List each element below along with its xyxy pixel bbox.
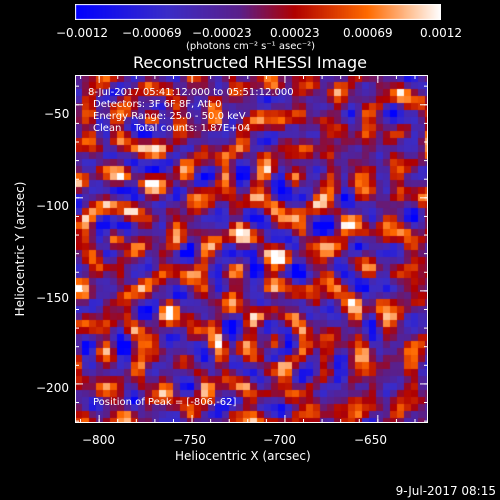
y-tick-label: −50 [44,107,70,121]
colorbar-unit-label: (photons cm⁻² s⁻¹ asec⁻²) [186,41,316,52]
y-axis-label: Heliocentric Y (arcsec) [13,181,27,317]
cbar-tick-label: 0.0012 [420,26,462,40]
plot-border [75,75,428,423]
annotation-time: 8-Jul-2017 05:41:12.000 to 05:51:12.000 [88,87,294,98]
annotation-detectors: Detectors: 3F 6F 8F, Att 0 [93,99,222,110]
y-tick-label: −100 [36,199,69,213]
cbar-tick-label: −0.00069 [122,26,182,40]
y-tick-label: −150 [36,291,69,305]
y-tick-label: −200 [36,381,69,395]
x-tick-label: −800 [82,433,115,447]
chart-title: Reconstructed RHESSI Image [133,53,367,72]
annotation-peak: Position of Peak = [-806,-62] [93,397,237,408]
cbar-tick-label: −0.00023 [192,26,252,40]
annotation-clean: Clean Total counts: 1.87E+04 [93,123,251,134]
colorbar-gradient [75,4,441,20]
x-axis-label: Heliocentric X (arcsec) [175,449,311,463]
x-tick-label: −700 [263,433,296,447]
x-tick-label: −750 [173,433,206,447]
cbar-tick-label: 0.00023 [270,26,320,40]
annotation-energy: Energy Range: 25.0 - 50.0 keV [93,111,246,122]
cbar-tick-label: 0.00069 [343,26,393,40]
timestamp: 9-Jul-2017 08:15 [395,484,496,498]
x-tick-label: −650 [354,433,387,447]
cbar-tick-label: −0.0012 [56,26,109,40]
rhessi-image [75,75,428,423]
